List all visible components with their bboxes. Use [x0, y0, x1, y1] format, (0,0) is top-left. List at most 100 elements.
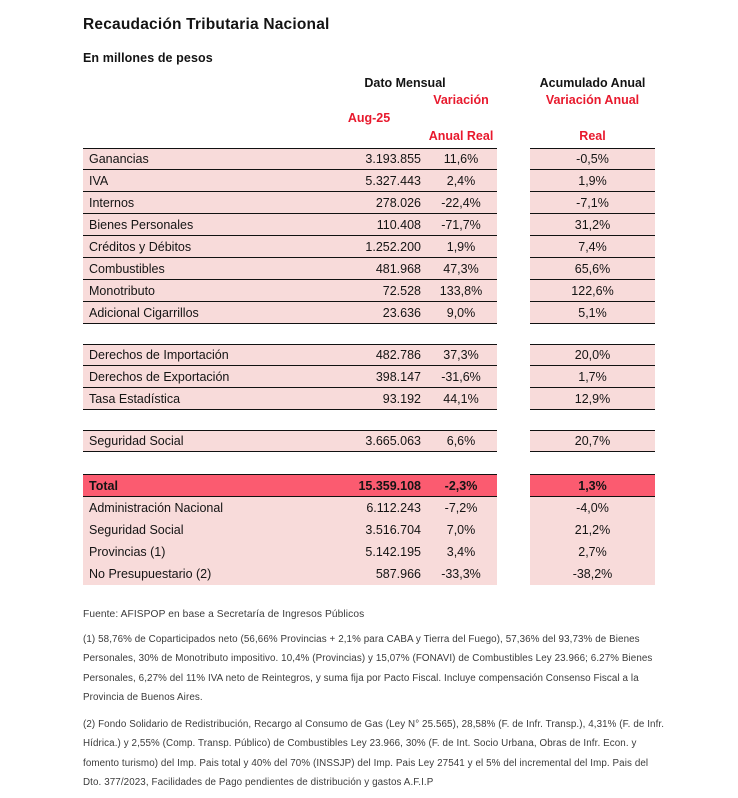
row-value: 3.193.855 [313, 148, 425, 170]
row-value: 1.252.200 [313, 236, 425, 258]
row-variation: 7,0% [425, 519, 497, 541]
table-row: Créditos y Débitos 1.252.200 1,9% 7,4% [83, 236, 655, 258]
row-variation: 9,0% [425, 302, 497, 324]
row-annual: -0,5% [530, 148, 655, 170]
table-row: Provincias (1) 5.142.195 3,4% 2,7% [83, 541, 655, 563]
row-annual: 20,7% [530, 430, 655, 452]
row-value: 398.147 [313, 366, 425, 388]
row-label: Provincias (1) [83, 541, 313, 563]
row-value: 482.786 [313, 344, 425, 366]
row-value: 3.516.704 [313, 519, 425, 541]
row-variation: 44,1% [425, 388, 497, 410]
row-label: Adicional Cigarrillos [83, 302, 313, 324]
row-variation: 3,4% [425, 541, 497, 563]
row-label: Total [83, 474, 313, 497]
row-annual: 12,9% [530, 388, 655, 410]
row-value: 587.966 [313, 563, 425, 585]
row-value: 110.408 [313, 214, 425, 236]
table-row: Monotributo 72.528 133,8% 122,6% [83, 280, 655, 302]
row-label: Internos [83, 192, 313, 214]
column-header-annual-line2: Real [579, 129, 606, 143]
row-value: 278.026 [313, 192, 425, 214]
row-label: Monotributo [83, 280, 313, 302]
row-variation: -31,6% [425, 366, 497, 388]
row-variation: 11,6% [425, 148, 497, 170]
column-group-acumulado-anual: Acumulado Anual [539, 76, 646, 90]
row-label: No Presupuestario (2) [83, 563, 313, 585]
footnotes: Fuente: AFISPOP en base a Secretaría de … [83, 605, 667, 793]
row-annual: 31,2% [530, 214, 655, 236]
row-label: Tasa Estadística [83, 388, 313, 410]
page-subtitle: En millones de pesos [83, 51, 213, 65]
row-variation: -71,7% [425, 214, 497, 236]
table-row: Adicional Cigarrillos 23.636 9,0% 5,1% [83, 302, 655, 324]
row-annual: 5,1% [530, 302, 655, 324]
column-header-annual-variation: Variación Anual Real [530, 93, 655, 143]
table-row: IVA 5.327.443 2,4% 1,9% [83, 170, 655, 192]
row-annual: 7,4% [530, 236, 655, 258]
row-variation: 2,4% [425, 170, 497, 192]
row-label: Derechos de Exportación [83, 366, 313, 388]
row-annual: 1,7% [530, 366, 655, 388]
row-value: 72.528 [313, 280, 425, 302]
row-variation: 133,8% [425, 280, 497, 302]
row-variation: 1,9% [425, 236, 497, 258]
row-label: Administración Nacional [83, 497, 313, 519]
row-value: 15.359.108 [313, 474, 425, 497]
row-value: 93.192 [313, 388, 425, 410]
row-variation: -2,3% [425, 474, 497, 497]
row-label: IVA [83, 170, 313, 192]
row-annual: 21,2% [530, 519, 655, 541]
row-value: 5.142.195 [313, 541, 425, 563]
row-label: Ganancias [83, 148, 313, 170]
column-group-dato-mensual: Dato Mensual [364, 76, 446, 90]
table-row: Internos 278.026 -22,4% -7,1% [83, 192, 655, 214]
table-row: Combustibles 481.968 47,3% 65,6% [83, 258, 655, 280]
source-note: Fuente: AFISPOP en base a Secretaría de … [83, 609, 365, 620]
row-label: Combustibles [83, 258, 313, 280]
row-label: Créditos y Débitos [83, 236, 313, 258]
footnote-2: (2) Fondo Solidario de Redistribución, R… [83, 718, 665, 789]
table-row: Derechos de Importación 482.786 37,3% 20… [83, 344, 655, 366]
row-variation: 47,3% [425, 258, 497, 280]
table-row: Total 15.359.108 -2,3% 1,3% [83, 474, 655, 497]
column-group-header-row: Dato Mensual Acumulado Anual [83, 76, 655, 90]
row-annual: 1,9% [530, 170, 655, 192]
row-value: 481.968 [313, 258, 425, 280]
column-header-month: Aug-25 [347, 111, 391, 125]
row-variation: -7,2% [425, 497, 497, 519]
table-row: Bienes Personales 110.408 -71,7% 31,2% [83, 214, 655, 236]
column-subheader-row: Aug-25 Variación Anual Real Variación An… [83, 93, 655, 143]
row-value: 23.636 [313, 302, 425, 324]
row-annual: 2,7% [530, 541, 655, 563]
row-value: 3.665.063 [313, 430, 425, 452]
table-section-total: Total 15.359.108 -2,3% 1,3% [83, 474, 738, 497]
table-row: Ganancias 3.193.855 11,6% -0,5% [83, 148, 655, 170]
table-row: Tasa Estadística 93.192 44,1% 12,9% [83, 388, 655, 410]
report-page: Recaudación Tributaria Nacional En millo… [83, 16, 738, 793]
row-annual: -7,1% [530, 192, 655, 214]
tax-collection-table: Ganancias 3.193.855 11,6% -0,5% IVA 5.32… [83, 148, 738, 585]
row-annual: 122,6% [530, 280, 655, 302]
table-section-impuestos: Ganancias 3.193.855 11,6% -0,5% IVA 5.32… [83, 148, 738, 324]
row-annual: -38,2% [530, 563, 655, 585]
row-label: Derechos de Importación [83, 344, 313, 366]
row-annual: -4,0% [530, 497, 655, 519]
column-header-variation-line2: Anual Real [428, 129, 494, 143]
row-variation: -33,3% [425, 563, 497, 585]
table-row: Administración Nacional 6.112.243 -7,2% … [83, 497, 655, 519]
row-variation: -22,4% [425, 192, 497, 214]
table-section-distribucion: Administración Nacional 6.112.243 -7,2% … [83, 497, 738, 585]
table-row: Seguridad Social 3.665.063 6,6% 20,7% [83, 430, 655, 452]
table-section-comercio-exterior: Derechos de Importación 482.786 37,3% 20… [83, 344, 738, 410]
row-label: Bienes Personales [83, 214, 313, 236]
table-section-seguridad-social: Seguridad Social 3.665.063 6,6% 20,7% [83, 430, 738, 452]
table-row: Seguridad Social 3.516.704 7,0% 21,2% [83, 519, 655, 541]
row-annual: 65,6% [530, 258, 655, 280]
page-title: Recaudación Tributaria Nacional [83, 16, 330, 33]
table-row: Derechos de Exportación 398.147 -31,6% 1… [83, 366, 655, 388]
row-variation: 37,3% [425, 344, 497, 366]
row-annual: 20,0% [530, 344, 655, 366]
row-label: Seguridad Social [83, 430, 313, 452]
row-annual: 1,3% [530, 474, 655, 497]
